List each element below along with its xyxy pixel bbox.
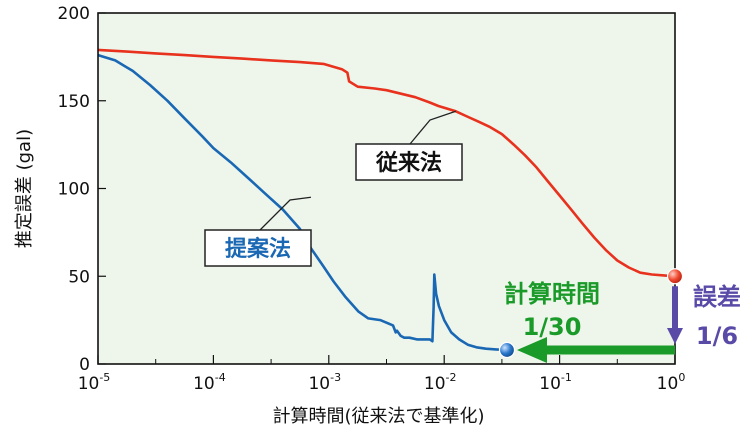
x-axis-tick-labels: 10-5 10-4 10-3 10-2 10-1 100 (78, 371, 686, 394)
marker-従来法-end (666, 268, 684, 285)
x-tick-label: 10-2 (424, 371, 457, 394)
series-line-提案法 (97, 53, 508, 352)
y-tick-label: 150 (58, 92, 90, 112)
y-tick-label: 200 (58, 4, 90, 24)
error-ratio-label: 1/6 (696, 322, 738, 350)
y-axis-tick-labels: 0 50 100 150 200 (58, 4, 90, 375)
callout-arrows (516, 286, 683, 363)
time-arrow-head (516, 336, 547, 363)
x-axis-title: 計算時間(従来法で基準化) (272, 406, 484, 427)
error-arrow-head (667, 327, 683, 344)
marker-提案法-end (498, 341, 516, 359)
plot-area (98, 13, 675, 364)
annotation-label: 従来法 (375, 150, 442, 176)
markers-layer (498, 268, 684, 359)
y-axis-title: 推定誤差 (gal) (14, 129, 35, 248)
x-tick-label: 10-5 (78, 371, 111, 394)
series-line-従来法 (97, 48, 676, 278)
time-ratio-label: 1/30 (523, 313, 582, 341)
y-tick-label: 50 (68, 267, 90, 287)
plot-frame (97, 12, 676, 365)
time-ratio-label: 計算時間 (504, 280, 600, 308)
y-tick-label: 0 (79, 355, 90, 375)
x-tick-label: 10-3 (308, 371, 341, 394)
annotation-box (355, 143, 463, 181)
series-layer (97, 48, 676, 352)
y-tick-label: 100 (58, 180, 90, 200)
annotation-box (204, 229, 312, 267)
x-tick-label: 10-4 (193, 371, 226, 394)
annotation-leader (259, 196, 312, 231)
error-ratio-label: 誤差 (693, 283, 741, 311)
annotation-leader (409, 110, 456, 145)
x-tick-label: 100 (657, 371, 686, 394)
x-tick-label: 10-1 (539, 371, 572, 394)
annotation-label: 提案法 (225, 236, 291, 262)
